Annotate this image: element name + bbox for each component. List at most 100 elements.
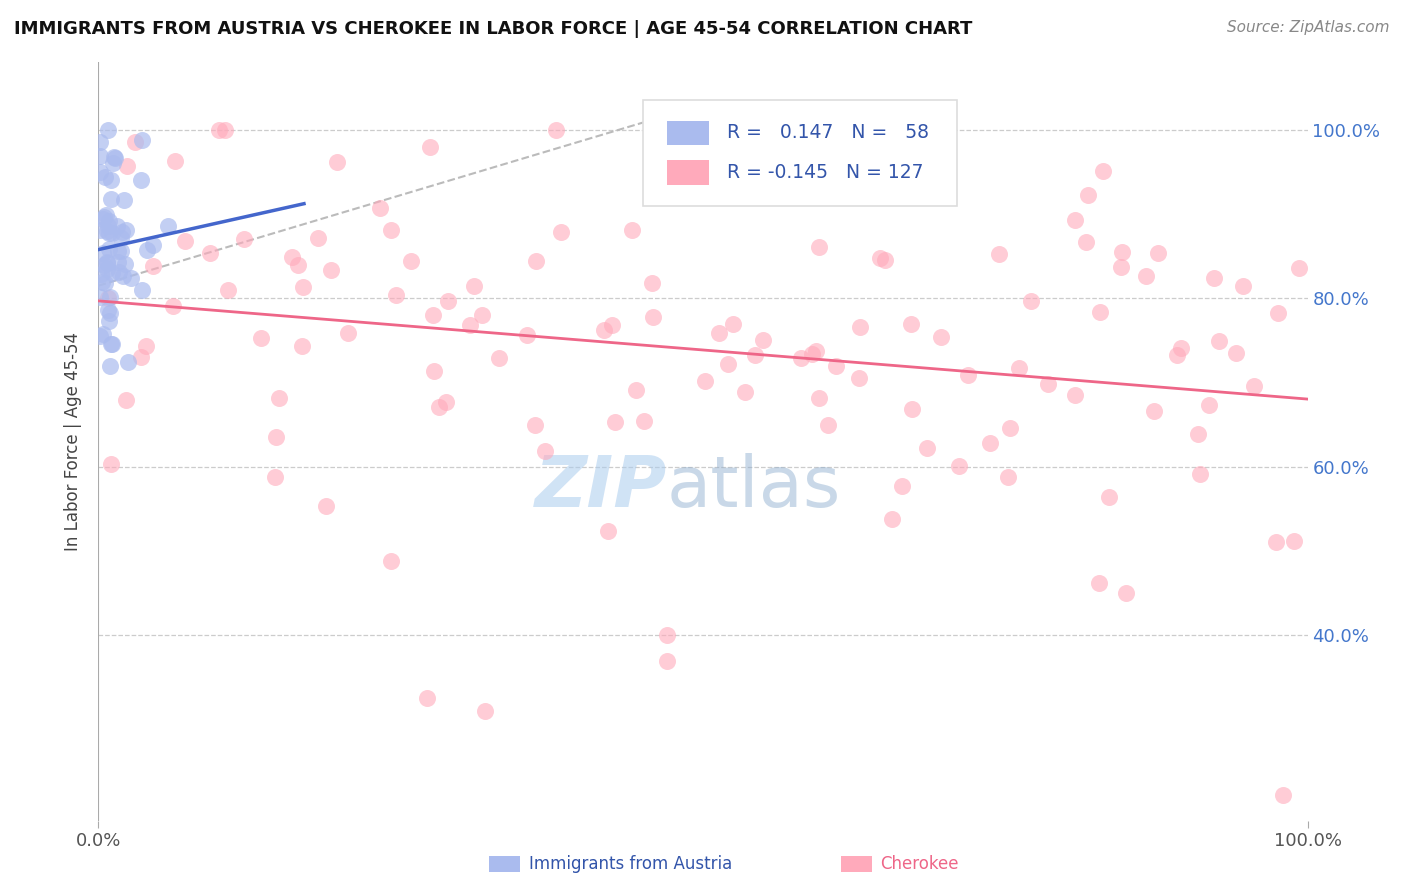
Point	[101, 226, 124, 240]
Point	[1087, 576, 1109, 591]
Point	[1264, 535, 1286, 549]
Point	[1142, 404, 1164, 418]
Text: Immigrants from Austria: Immigrants from Austria	[529, 855, 733, 873]
Point	[1147, 245, 1170, 260]
Point	[1288, 260, 1310, 275]
Point	[1188, 467, 1211, 481]
Point	[997, 470, 1019, 484]
Point	[101, 337, 124, 351]
Point	[107, 254, 129, 268]
Point	[789, 351, 811, 365]
Point	[89, 328, 111, 343]
Point	[100, 458, 122, 472]
Point	[1208, 334, 1230, 349]
Point	[1076, 235, 1098, 250]
Point	[422, 308, 444, 322]
Point	[1111, 244, 1133, 259]
Text: atlas: atlas	[666, 452, 841, 522]
Point	[307, 230, 329, 244]
Point	[1187, 426, 1209, 441]
Point	[131, 283, 153, 297]
Point	[806, 344, 828, 359]
Point	[801, 347, 824, 361]
Point	[399, 253, 422, 268]
Point	[695, 374, 717, 388]
Point	[1272, 789, 1295, 803]
Point	[98, 359, 121, 374]
Point	[596, 524, 619, 538]
Text: IMMIGRANTS FROM AUSTRIA VS CHEROKEE IN LABOR FORCE | AGE 45-54 CORRELATION CHART: IMMIGRANTS FROM AUSTRIA VS CHEROKEE IN L…	[14, 20, 973, 37]
Point	[1170, 341, 1192, 355]
Point	[233, 232, 256, 246]
Point	[141, 259, 163, 273]
Point	[156, 219, 179, 233]
Point	[103, 150, 125, 164]
Point	[98, 214, 121, 228]
Point	[621, 223, 644, 237]
Point	[91, 327, 114, 342]
Point	[124, 135, 146, 149]
Point	[647, 123, 669, 137]
Y-axis label: In Labor Force | Age 45-54: In Labor Force | Age 45-54	[65, 332, 83, 551]
Point	[96, 255, 118, 269]
Point	[131, 351, 153, 365]
Point	[900, 402, 922, 417]
Bar	[666, 120, 709, 145]
Text: R = -0.145   N = 127: R = -0.145 N = 127	[727, 163, 924, 182]
Point	[281, 250, 304, 264]
Point	[93, 276, 115, 290]
Point	[524, 253, 547, 268]
Point	[100, 173, 122, 187]
Point	[117, 355, 139, 369]
Point	[94, 169, 117, 184]
Point	[707, 326, 730, 341]
Point	[460, 318, 482, 332]
Point	[97, 243, 120, 257]
Point	[115, 393, 138, 408]
Point	[142, 237, 165, 252]
Point	[97, 219, 120, 233]
Point	[633, 414, 655, 428]
Point	[1064, 388, 1087, 402]
Point	[848, 320, 870, 334]
Point	[93, 258, 115, 272]
Point	[516, 328, 538, 343]
Point	[434, 394, 457, 409]
Point	[89, 135, 111, 149]
Point	[641, 310, 664, 325]
Point	[97, 226, 120, 240]
Point	[1088, 305, 1111, 319]
Text: R =   0.147   N =   58: R = 0.147 N = 58	[727, 123, 929, 143]
Point	[1243, 379, 1265, 393]
Point	[91, 245, 114, 260]
Point	[90, 267, 112, 281]
Point	[900, 317, 922, 331]
Point	[1077, 188, 1099, 202]
Point	[1008, 361, 1031, 376]
Point	[1202, 271, 1225, 285]
Point	[111, 268, 134, 283]
Point	[97, 303, 120, 318]
FancyBboxPatch shape	[643, 101, 957, 207]
Bar	[666, 161, 709, 185]
Point	[1135, 268, 1157, 283]
Point	[1109, 260, 1132, 275]
Point	[93, 210, 115, 224]
Point	[214, 123, 236, 137]
Point	[91, 211, 114, 226]
Point	[131, 133, 153, 147]
Point	[1267, 305, 1289, 319]
Point	[291, 339, 314, 353]
Point	[198, 245, 221, 260]
Point	[100, 337, 122, 351]
Point	[1098, 490, 1121, 504]
Point	[108, 265, 131, 279]
Point	[91, 275, 114, 289]
Point	[89, 148, 111, 162]
Point	[873, 253, 896, 268]
Point	[135, 338, 157, 352]
Point	[131, 173, 153, 187]
Point	[1036, 377, 1059, 392]
Point	[416, 691, 439, 706]
Point	[655, 654, 678, 668]
